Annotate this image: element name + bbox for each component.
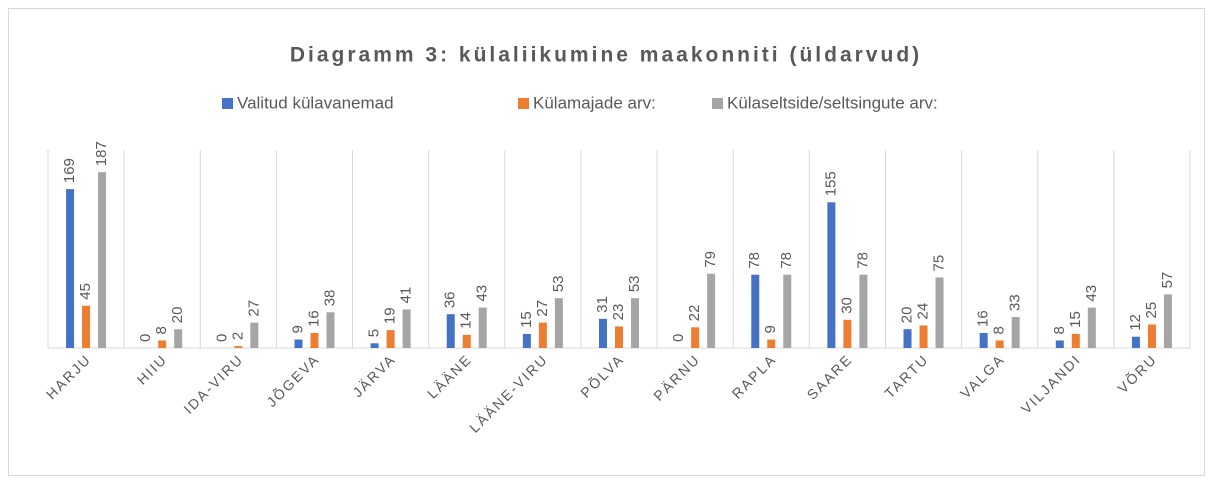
legend-swatch bbox=[518, 98, 529, 109]
bar bbox=[462, 334, 471, 348]
data-label: 78 bbox=[778, 252, 795, 269]
data-label: 43 bbox=[1083, 285, 1100, 302]
legend-label: Valitud külavanemad bbox=[237, 93, 394, 112]
bar bbox=[158, 340, 167, 348]
bar bbox=[326, 312, 335, 348]
data-label: 0 bbox=[213, 334, 230, 342]
bar bbox=[522, 333, 531, 348]
bar bbox=[751, 274, 760, 348]
bar bbox=[599, 318, 607, 348]
bar bbox=[66, 189, 75, 348]
bar bbox=[631, 298, 639, 348]
data-label: 12 bbox=[1127, 314, 1144, 331]
data-label: 9 bbox=[762, 325, 779, 333]
bar bbox=[691, 327, 700, 348]
data-label: 8 bbox=[153, 326, 170, 334]
data-label: 20 bbox=[169, 307, 186, 324]
data-label: 16 bbox=[975, 310, 992, 327]
data-label: 5 bbox=[366, 329, 383, 337]
data-label: 27 bbox=[245, 300, 262, 317]
data-label: 78 bbox=[854, 252, 871, 269]
bar bbox=[98, 172, 107, 348]
bar bbox=[402, 309, 411, 348]
data-label: 0 bbox=[137, 334, 154, 342]
data-label: 19 bbox=[382, 307, 399, 324]
data-label: 75 bbox=[931, 255, 948, 272]
data-label: 187 bbox=[93, 141, 110, 166]
data-label: 0 bbox=[670, 334, 687, 342]
data-label: 31 bbox=[594, 296, 611, 313]
bar bbox=[294, 339, 303, 348]
bar bbox=[554, 298, 563, 348]
legend-swatch bbox=[712, 98, 723, 109]
data-label: 24 bbox=[915, 303, 932, 320]
data-label: 22 bbox=[686, 305, 703, 322]
bar bbox=[310, 332, 319, 348]
bar bbox=[82, 305, 91, 348]
bar bbox=[919, 325, 928, 348]
bar bbox=[478, 307, 487, 348]
bar bbox=[979, 332, 988, 348]
bar bbox=[859, 274, 868, 348]
data-label: 15 bbox=[1067, 311, 1084, 328]
data-label: 14 bbox=[458, 312, 475, 329]
data-label: 53 bbox=[626, 275, 643, 292]
data-label: 33 bbox=[1007, 294, 1024, 311]
data-label: 9 bbox=[289, 325, 306, 333]
bar bbox=[995, 340, 1004, 348]
chart-border bbox=[8, 8, 1205, 476]
data-label: 15 bbox=[518, 311, 535, 328]
data-label: 23 bbox=[610, 304, 627, 321]
data-label: 38 bbox=[321, 290, 338, 307]
data-label: 78 bbox=[746, 252, 763, 269]
data-label: 57 bbox=[1159, 272, 1176, 289]
bar bbox=[446, 314, 455, 348]
bar bbox=[1163, 294, 1172, 348]
legend-label: Külamajade arv: bbox=[533, 93, 656, 112]
data-label: 169 bbox=[61, 158, 78, 183]
bar bbox=[827, 202, 836, 348]
bar bbox=[1011, 316, 1020, 348]
bar bbox=[935, 277, 944, 348]
bar bbox=[843, 319, 852, 348]
data-label: 79 bbox=[702, 251, 719, 268]
data-label: 8 bbox=[991, 326, 1008, 334]
bar bbox=[250, 322, 259, 348]
data-label: 2 bbox=[229, 332, 246, 340]
chart-title: Diagramm 3: külaliikumine maakonniti (ül… bbox=[290, 44, 922, 67]
data-label: 45 bbox=[77, 283, 94, 300]
data-label: 30 bbox=[838, 297, 855, 314]
data-label: 36 bbox=[442, 291, 459, 308]
data-label: 27 bbox=[534, 300, 551, 317]
data-label: 43 bbox=[474, 285, 491, 302]
data-label: 25 bbox=[1143, 302, 1160, 319]
data-label: 8 bbox=[1051, 326, 1068, 334]
bar bbox=[234, 346, 243, 348]
bar bbox=[386, 330, 395, 348]
bar bbox=[783, 274, 792, 348]
data-label: 41 bbox=[398, 287, 415, 304]
bar bbox=[1147, 324, 1156, 348]
bar bbox=[1087, 307, 1096, 348]
bar bbox=[615, 326, 623, 348]
bar bbox=[174, 329, 183, 348]
data-label: 53 bbox=[550, 275, 567, 292]
bar bbox=[538, 322, 547, 348]
bar bbox=[370, 343, 379, 348]
data-label: 155 bbox=[822, 171, 839, 196]
bar bbox=[1055, 340, 1064, 348]
data-label: 16 bbox=[305, 310, 322, 327]
legend-label: Külaseltside/seltsingute arv: bbox=[727, 93, 938, 112]
bar bbox=[1071, 333, 1080, 348]
bar bbox=[707, 273, 716, 348]
legend-swatch bbox=[222, 98, 233, 109]
bar bbox=[767, 339, 776, 348]
data-label: 20 bbox=[899, 307, 916, 324]
bar bbox=[903, 329, 912, 348]
bar bbox=[1131, 336, 1140, 348]
